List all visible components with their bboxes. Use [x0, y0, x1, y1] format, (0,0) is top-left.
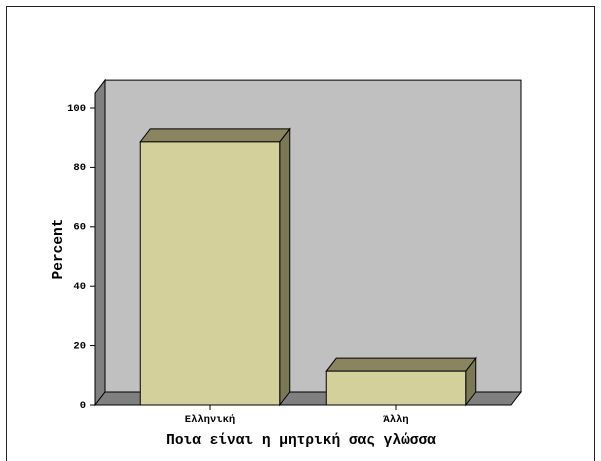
y-tick-label: 100: [67, 103, 86, 115]
side-wall: [94, 78, 106, 407]
x-tick-label: Ελληνική: [185, 413, 235, 426]
bar: [325, 356, 477, 407]
bar-top: [325, 357, 477, 372]
x-axis-title: Ποια είναι η μητρική σας γλώσσα: [166, 432, 436, 449]
chart-frame: [6, 6, 595, 461]
bar-front: [139, 141, 281, 406]
y-tick-label: 60: [73, 222, 86, 234]
y-axis: 0 20 40 60 80 100: [67, 103, 95, 412]
y-tick-label: 40: [73, 281, 86, 293]
y-axis-title: Percent: [51, 219, 67, 280]
y-tick-label: 80: [73, 162, 86, 174]
x-tick-label: Άλλη: [383, 414, 408, 426]
y-tick-label: 0: [80, 400, 86, 412]
bar-top: [139, 128, 291, 143]
bar-front: [325, 370, 467, 406]
bar: [139, 127, 291, 407]
bars: [139, 127, 477, 407]
y-tick-label: 20: [73, 340, 86, 352]
x-axis: Ελληνική Άλλη: [185, 405, 409, 426]
bar-side: [279, 127, 291, 407]
